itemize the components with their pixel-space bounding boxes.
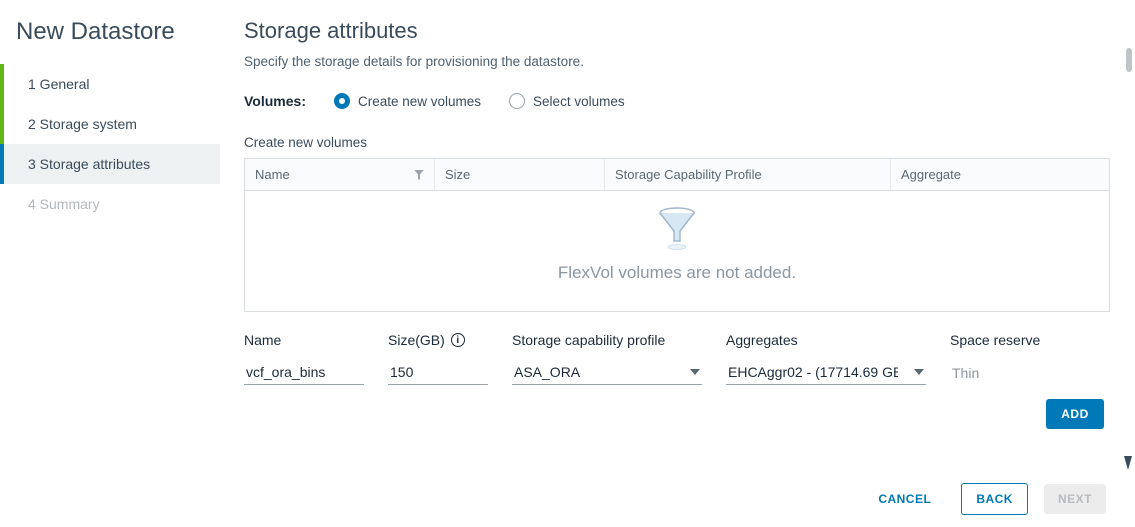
page-subtitle: Specify the storage details for provisio… [244, 54, 1110, 69]
empty-state-text: FlexVol volumes are not added. [245, 263, 1109, 283]
chevron-down-icon [914, 369, 924, 375]
page-title: Storage attributes [244, 18, 1110, 44]
new-volume-form: Name Size(GB) i Storage capability profi… [244, 332, 1110, 385]
scroll-down-icon[interactable] [1124, 456, 1132, 470]
wizard-page: New Datastore 1 General 2 Storage system… [0, 0, 1135, 527]
aggregates-select-value: EHCAggr02 - (17714.69 GB [728, 364, 898, 380]
step-general[interactable]: 1 General [0, 64, 220, 104]
volumes-table: Name Size Storage Capability Profile Agg… [244, 158, 1110, 312]
info-icon[interactable]: i [451, 333, 465, 347]
label-scp: Storage capability profile [512, 332, 702, 348]
volumes-table-header: Name Size Storage Capability Profile Agg… [245, 159, 1109, 191]
create-new-volumes-label: Create new volumes [244, 135, 1110, 150]
label-size-gb: Size(GB) i [388, 332, 488, 348]
volumes-mode-row: Volumes: Create new volumes Select volum… [244, 93, 1110, 109]
label-name: Name [244, 332, 364, 348]
size-gb-field[interactable] [388, 360, 488, 385]
scp-select[interactable]: ASA_ORA [512, 360, 702, 385]
step-storage-system[interactable]: 2 Storage system [0, 104, 220, 144]
space-reserve-value: Thin [950, 361, 1070, 385]
add-button-row: ADD [244, 399, 1110, 429]
step-summary: 4 Summary [0, 184, 220, 224]
col-aggregate-label: Aggregate [901, 167, 961, 182]
scp-select-value: ASA_ORA [514, 364, 580, 380]
col-name-label: Name [255, 167, 290, 182]
col-scp-label: Storage Capability Profile [615, 167, 762, 182]
chevron-down-icon [690, 369, 700, 375]
col-header-scp[interactable]: Storage Capability Profile [605, 159, 891, 190]
wizard-sidebar: New Datastore 1 General 2 Storage system… [0, 0, 220, 527]
col-header-name[interactable]: Name [245, 159, 435, 190]
scrollbar-thumb[interactable] [1126, 48, 1132, 72]
wizard-footer: CANCEL BACK NEXT [864, 483, 1106, 515]
label-aggregates: Aggregates [726, 332, 926, 348]
col-header-size[interactable]: Size [435, 159, 605, 190]
col-header-aggregate[interactable]: Aggregate [891, 159, 1109, 190]
volumes-label: Volumes: [244, 93, 306, 109]
name-field[interactable] [244, 360, 364, 385]
label-size-gb-text: Size(GB) [388, 332, 445, 348]
aggregates-select[interactable]: EHCAggr02 - (17714.69 GB [726, 360, 926, 385]
radio-dot-icon [509, 93, 525, 109]
filter-icon[interactable] [414, 170, 424, 180]
next-button: NEXT [1044, 484, 1106, 514]
radio-select-label: Select volumes [533, 94, 625, 109]
main-panel: Storage attributes Specify the storage d… [220, 0, 1135, 527]
wizard-steps: 1 General 2 Storage system 3 Storage att… [0, 64, 220, 224]
radio-select-volumes[interactable]: Select volumes [509, 93, 625, 109]
add-button[interactable]: ADD [1046, 399, 1104, 429]
volumes-table-empty: FlexVol volumes are not added. [245, 191, 1109, 311]
step-storage-attributes[interactable]: 3 Storage attributes [0, 144, 220, 184]
funnel-icon [654, 207, 700, 253]
label-space-reserve: Space reserve [950, 332, 1070, 348]
col-size-label: Size [445, 167, 470, 182]
wizard-title: New Datastore [0, 18, 220, 64]
radio-create-new-label: Create new volumes [358, 94, 481, 109]
back-button[interactable]: BACK [961, 483, 1028, 515]
radio-create-new-volumes[interactable]: Create new volumes [334, 93, 481, 109]
radio-dot-icon [334, 93, 350, 109]
cancel-button[interactable]: CANCEL [864, 484, 945, 514]
